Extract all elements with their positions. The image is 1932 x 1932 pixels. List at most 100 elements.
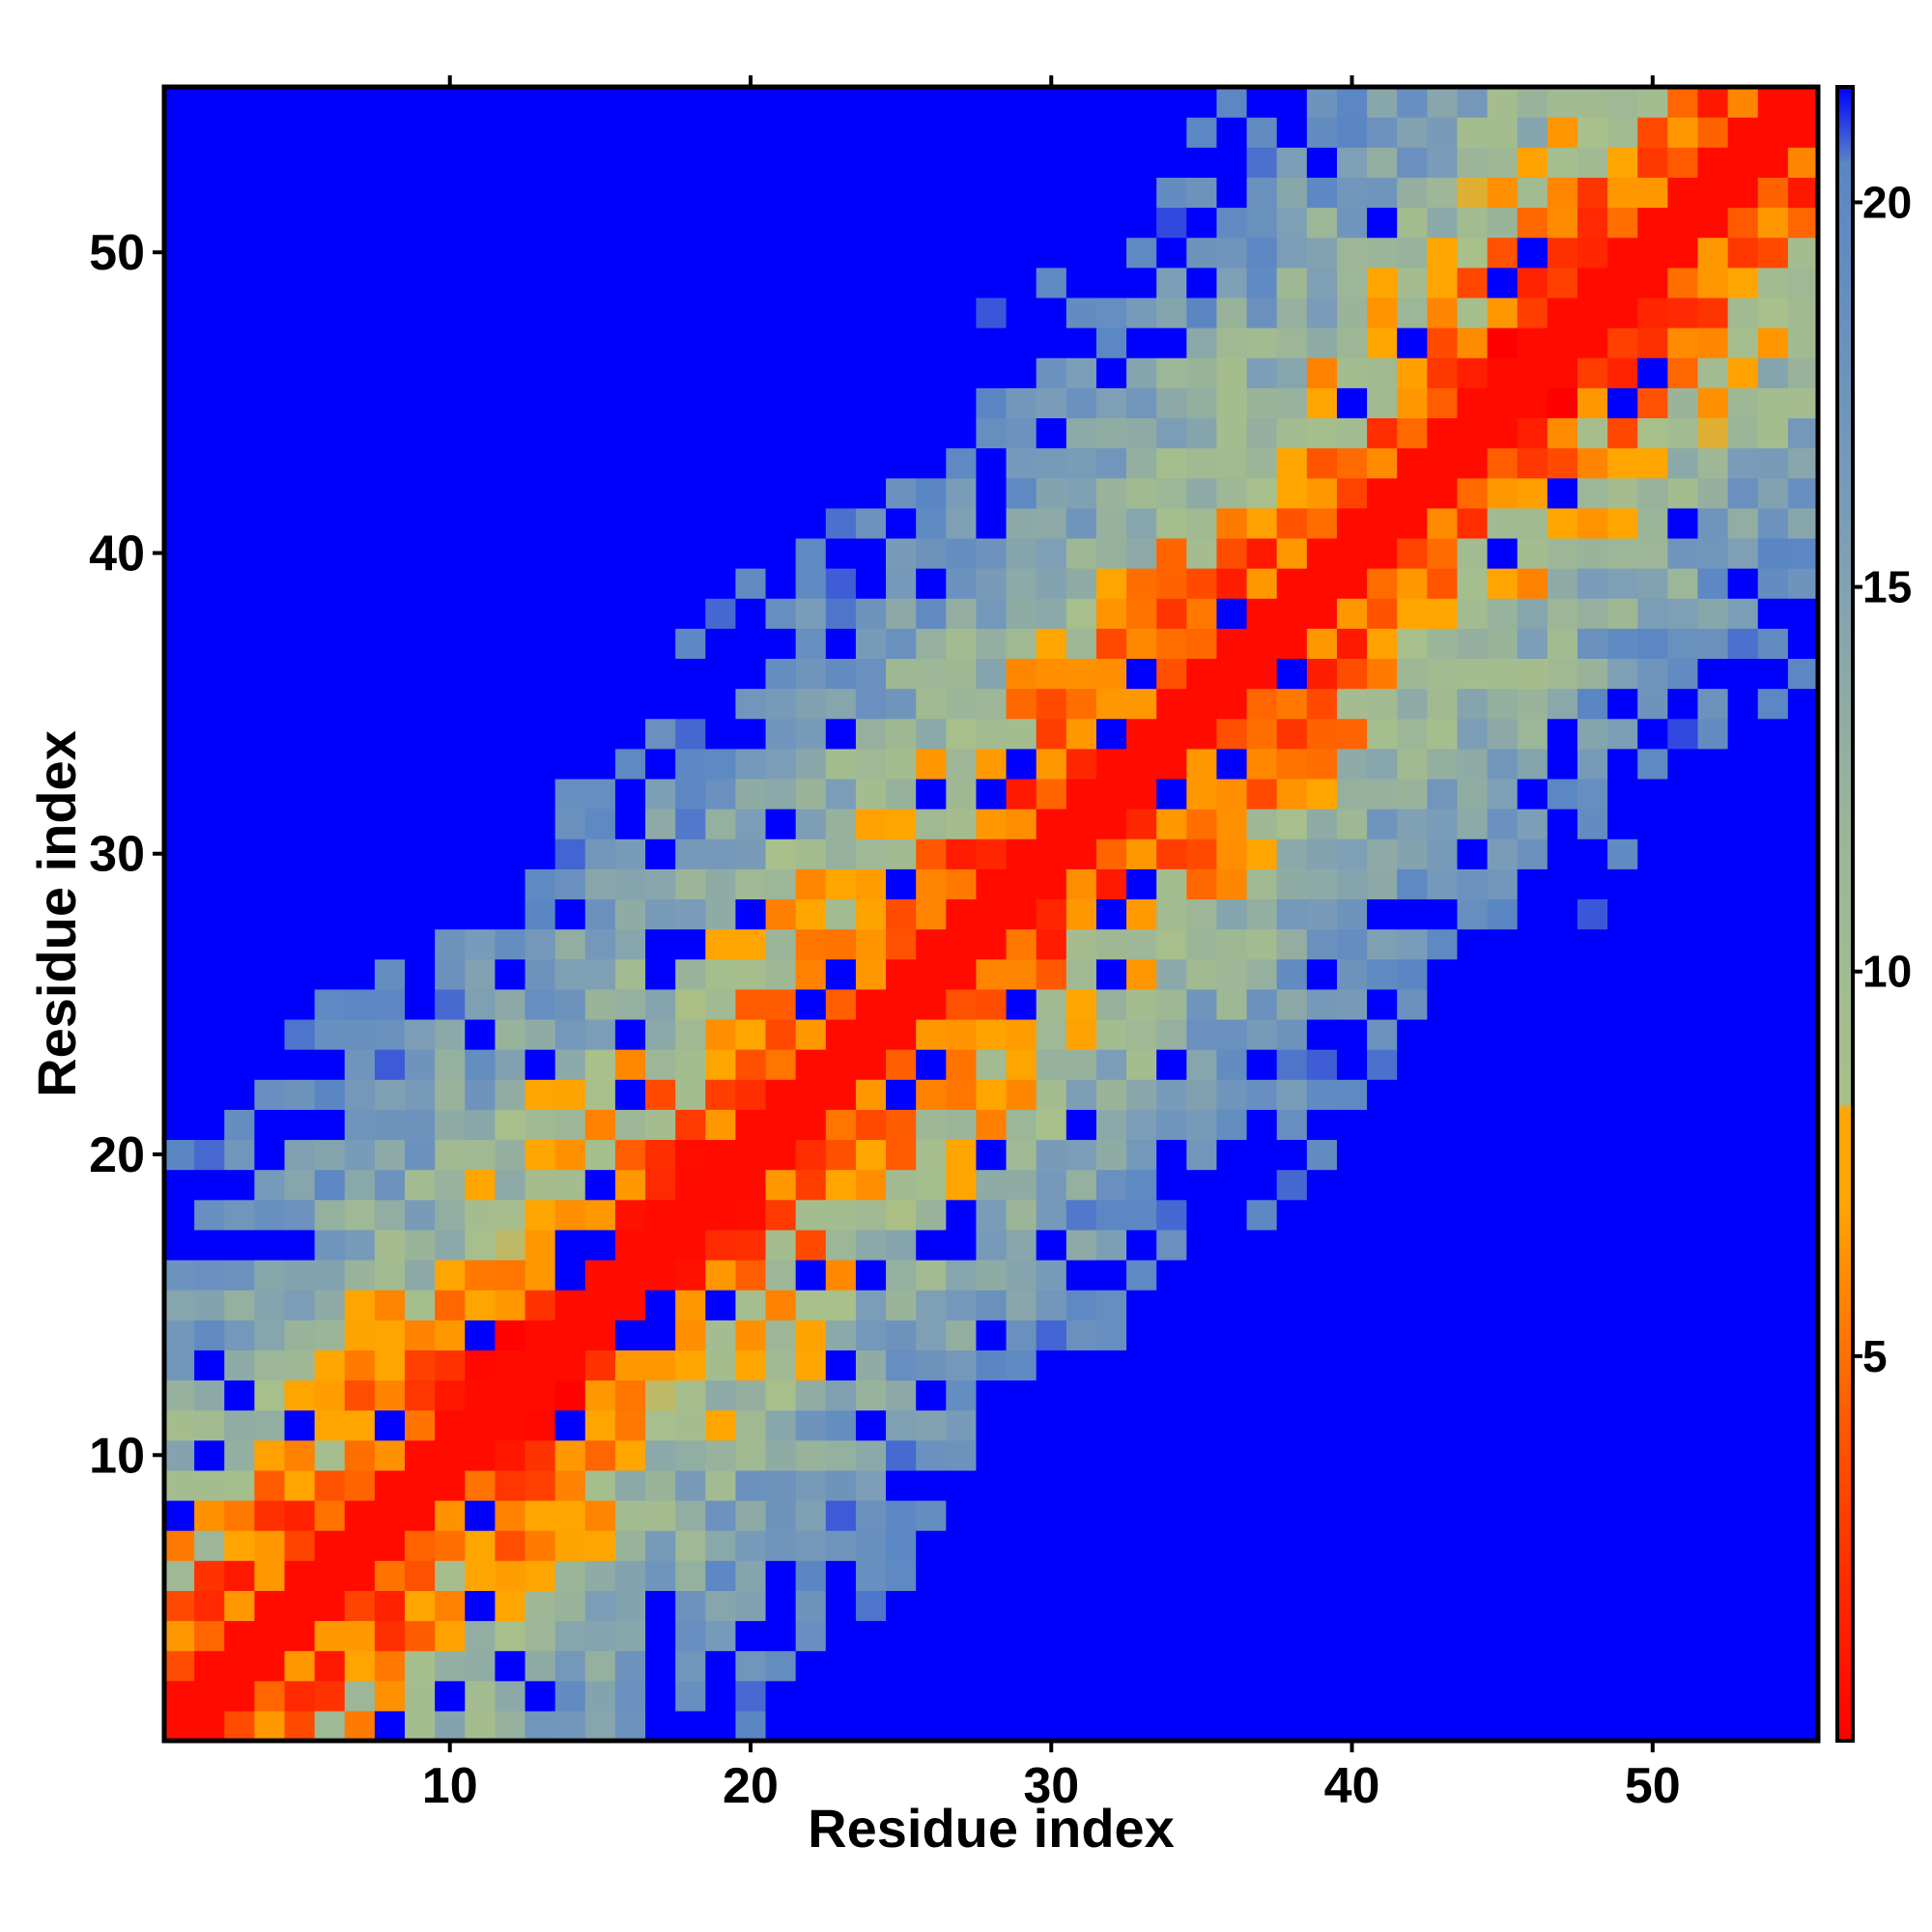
heatmap-cell	[1667, 1439, 1699, 1471]
heatmap-cell	[1036, 1590, 1067, 1622]
heatmap-cell	[1186, 1499, 1218, 1531]
heatmap-cell	[976, 868, 1008, 900]
heatmap-cell	[1517, 237, 1548, 269]
heatmap-cell	[1547, 1079, 1578, 1110]
heatmap-cell	[886, 1439, 917, 1471]
heatmap-cell	[825, 628, 857, 660]
heatmap-cell	[435, 267, 466, 298]
heatmap-cell	[1006, 1290, 1037, 1321]
heatmap-cell	[254, 1350, 286, 1381]
heatmap-cell	[795, 87, 827, 118]
heatmap-cell	[344, 838, 376, 869]
heatmap-cell	[465, 1049, 496, 1080]
heatmap-cell	[1186, 1350, 1218, 1381]
heatmap-cell	[405, 1079, 436, 1110]
heatmap-cell	[886, 868, 917, 900]
heatmap-cell	[1607, 1169, 1638, 1201]
heatmap-cell	[645, 688, 676, 720]
heatmap-cell	[1367, 1469, 1398, 1501]
heatmap-cell	[435, 147, 466, 178]
heatmap-cell	[314, 357, 346, 388]
heatmap-cell	[765, 117, 797, 148]
heatmap-cell	[495, 568, 526, 599]
heatmap-cell	[1276, 357, 1308, 388]
heatmap-cell	[916, 507, 947, 539]
heatmap-cell	[1397, 507, 1428, 539]
heatmap-cell	[855, 718, 887, 750]
heatmap-cell	[614, 718, 646, 750]
heatmap-cell	[344, 1199, 376, 1231]
heatmap-cell	[1697, 357, 1729, 388]
heatmap-cell	[705, 778, 737, 810]
heatmap-cell	[916, 1169, 947, 1201]
heatmap-cell	[1787, 267, 1819, 298]
heatmap-cell	[946, 718, 978, 750]
heatmap-cell	[435, 778, 466, 810]
heatmap-cell	[1637, 1018, 1668, 1050]
heatmap-cell	[1637, 1229, 1668, 1261]
heatmap-cell	[946, 1259, 978, 1291]
heatmap-cell	[1697, 1439, 1729, 1471]
heatmap-cell	[976, 1499, 1008, 1531]
heatmap-cell	[976, 988, 1008, 1020]
heatmap-cell	[675, 1079, 706, 1110]
heatmap-cell	[495, 357, 526, 388]
heatmap-cell	[1547, 1620, 1578, 1652]
heatmap-cell	[1517, 1560, 1548, 1591]
heatmap-cell	[1186, 928, 1218, 960]
heatmap-cell	[675, 237, 706, 269]
heatmap-cell	[825, 778, 857, 810]
heatmap-cell	[1637, 778, 1668, 810]
heatmap-cell	[1306, 1499, 1338, 1531]
heatmap-cell	[1637, 447, 1668, 479]
heatmap-cell	[1036, 1290, 1067, 1321]
heatmap-cell	[314, 658, 346, 690]
heatmap-cell	[344, 87, 376, 118]
heatmap-cell	[554, 357, 586, 388]
heatmap-cell	[1006, 477, 1037, 509]
heatmap-cell	[224, 568, 255, 599]
heatmap-cell	[1306, 207, 1338, 239]
heatmap-cell	[1126, 928, 1157, 960]
heatmap-cell	[554, 1018, 586, 1050]
heatmap-cell	[1336, 147, 1368, 178]
heatmap-cell	[1427, 809, 1459, 839]
heatmap-cell	[1487, 237, 1519, 269]
heatmap-cell	[1216, 1139, 1248, 1171]
heatmap-cell	[675, 1229, 706, 1261]
heatmap-cell	[1427, 1439, 1459, 1471]
heatmap-cell	[765, 507, 797, 539]
heatmap-cell	[224, 928, 255, 960]
heatmap-cell	[886, 568, 917, 599]
heatmap-cell	[284, 507, 316, 539]
heatmap-cell	[1186, 477, 1218, 509]
heatmap-cell	[1216, 1650, 1248, 1682]
heatmap-cell	[1457, 1229, 1489, 1261]
heatmap-cell	[1457, 958, 1489, 990]
heatmap-cell	[1457, 1560, 1489, 1591]
heatmap-cell	[554, 1169, 586, 1201]
heatmap-cell	[735, 1379, 767, 1411]
heatmap-cell	[1667, 868, 1699, 900]
heatmap-cell	[1006, 809, 1037, 839]
heatmap-cell	[314, 988, 346, 1020]
heatmap-cell	[224, 658, 255, 690]
heatmap-cell	[465, 1199, 496, 1231]
heatmap-cell	[1367, 1079, 1398, 1110]
heatmap-cell	[194, 1199, 225, 1231]
heatmap-cell	[795, 537, 827, 569]
heatmap-cell	[314, 1049, 346, 1080]
heatmap-cell	[1787, 297, 1819, 328]
heatmap-cell	[1276, 1560, 1308, 1591]
heatmap-cell	[976, 1710, 1008, 1742]
heatmap-cell	[735, 809, 767, 839]
heatmap-cell	[1006, 1409, 1037, 1441]
heatmap-cell	[554, 688, 586, 720]
heatmap-cells	[164, 87, 1819, 1742]
heatmap-cell	[1457, 1650, 1489, 1682]
heatmap-cell	[1487, 1109, 1519, 1141]
heatmap-cell	[194, 1650, 225, 1682]
heatmap-cell	[405, 958, 436, 990]
heatmap-cell	[1006, 1199, 1037, 1231]
heatmap-cell	[584, 507, 616, 539]
